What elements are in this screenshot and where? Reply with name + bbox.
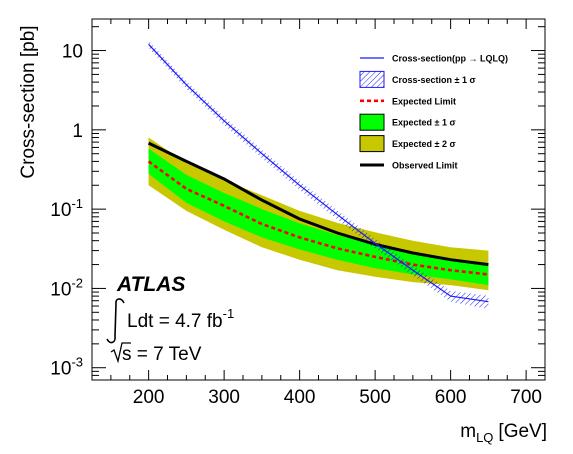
observed-limit-point xyxy=(261,199,263,201)
expected-limit-point xyxy=(487,273,489,275)
expected-limit-point xyxy=(374,256,376,258)
legend-label: Expected Limit xyxy=(392,96,456,106)
cross-section-point xyxy=(298,184,300,186)
observed-limit-line xyxy=(147,141,489,267)
legend-item: Expected ± 2 σ xyxy=(359,135,456,153)
legend-label: Cross-section(pp → LQLQ) xyxy=(392,54,508,64)
observed-limit-point xyxy=(223,178,225,180)
lines-layer xyxy=(147,40,489,309)
energy-label: s = 7 TeV xyxy=(122,344,202,365)
legend-label: Observed Limit xyxy=(392,161,458,171)
y-axis-title: Cross-section [pb] xyxy=(18,25,39,178)
observed-limit-point xyxy=(147,142,149,144)
x-axis-title-symbol: m xyxy=(460,421,476,442)
x-tick-label: 300 xyxy=(208,387,240,408)
cross-section-point xyxy=(336,214,338,216)
legend-item: Cross-section(pp → LQLQ) xyxy=(360,54,508,64)
x-tick-label: 500 xyxy=(359,387,391,408)
cross-section-point xyxy=(185,84,187,86)
x-tick-label: 400 xyxy=(284,387,316,408)
observed-limit-point xyxy=(412,252,414,254)
legend: Cross-section(pp → LQLQ) Cross-section ± … xyxy=(359,54,508,171)
y-tick-label: 10 xyxy=(62,42,83,63)
x-axis-title: mLQ [GeV] xyxy=(460,421,547,445)
atlas-label: ATLAS xyxy=(116,273,185,296)
cross-section-point xyxy=(223,120,225,122)
cross-section-line xyxy=(148,43,489,303)
legend-swatch xyxy=(359,70,385,88)
expected-limit-point xyxy=(412,263,414,265)
observed-limit-point xyxy=(185,160,187,162)
x-tick-label: 700 xyxy=(510,387,542,408)
sqrt-sign-icon xyxy=(110,342,131,364)
legend-label: Cross-section ± 1 σ xyxy=(392,75,476,85)
luminosity-exponent: -1 xyxy=(223,306,235,321)
expected-limit-point xyxy=(147,160,149,162)
legend-swatch xyxy=(359,113,385,131)
luminosity-value: Ldt = 4.7 fb xyxy=(127,311,223,332)
observed-limit-point xyxy=(298,218,300,220)
cross-section-point xyxy=(487,301,489,303)
x-tick-label: 600 xyxy=(435,387,467,408)
legend-item: Expected Limit xyxy=(360,96,456,106)
integral-sign-icon xyxy=(106,298,125,344)
expected-limit-point xyxy=(336,247,338,249)
legend-item: Cross-section ± 1 σ xyxy=(359,70,476,88)
expected-limit-point xyxy=(223,205,225,207)
legend-label: Expected ± 2 σ xyxy=(392,139,456,149)
expected-limit-point xyxy=(261,223,263,225)
x-axis-title-subscript: LQ xyxy=(476,430,493,445)
cross-section-point xyxy=(412,269,414,271)
y-tick-label: 10-3 xyxy=(50,355,83,380)
observed-limit-point xyxy=(487,263,489,265)
x-axis: 200 300 400 500 600 700 xyxy=(110,19,542,408)
expected-limit-point xyxy=(185,188,187,190)
legend-item: Expected ± 1 σ xyxy=(359,113,456,131)
legend-item: Observed Limit xyxy=(360,161,458,171)
observed-limit-point xyxy=(449,259,451,261)
legend-label: Expected ± 1 σ xyxy=(392,118,456,128)
luminosity-label: Ldt = 4.7 fb-1 xyxy=(127,306,234,332)
expected-limit-point xyxy=(449,269,451,271)
y-axis: 10 1 10-1 10-2 10-3 xyxy=(50,26,545,381)
y-tick-label: 10-1 xyxy=(50,196,83,221)
legend-swatch xyxy=(359,135,385,153)
expected-limit-point xyxy=(298,236,300,238)
cross-section-point xyxy=(374,242,376,244)
y-tick-label: 1 xyxy=(72,121,83,142)
cross-section-point xyxy=(261,153,263,155)
cross-section-point xyxy=(147,43,149,45)
expected-limit-line xyxy=(147,160,489,276)
observed-limit-point xyxy=(336,232,338,234)
x-tick-label: 200 xyxy=(133,387,165,408)
y-tick-label: 10-2 xyxy=(50,275,83,300)
cross-section-point xyxy=(449,295,451,297)
x-axis-title-unit: [GeV] xyxy=(498,421,547,442)
